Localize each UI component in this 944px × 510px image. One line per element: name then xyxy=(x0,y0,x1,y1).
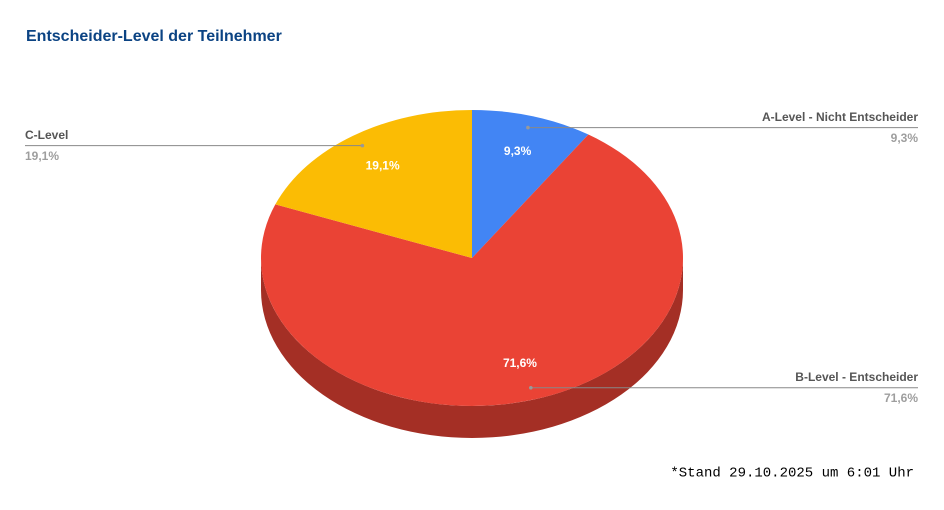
leader-dot xyxy=(529,385,533,390)
leader-dot xyxy=(526,125,530,130)
slice xyxy=(275,110,472,258)
legend-value: 9,3% xyxy=(891,131,919,145)
chart-title: Entscheider-Level der Teilnehmer xyxy=(26,28,282,45)
legend-value: 71,6% xyxy=(884,391,918,405)
legend-name: B-Level - Entscheider xyxy=(795,370,918,384)
slice xyxy=(472,110,589,258)
slice-label: 19,1% xyxy=(366,159,400,173)
slice-side xyxy=(261,258,683,438)
legend-value: 19,1% xyxy=(25,149,59,163)
slice xyxy=(261,134,684,407)
slice-label: 71,6% xyxy=(503,356,537,370)
slice-label: 9,3% xyxy=(504,144,532,158)
footnote: *Stand 29.10.2025 um 6:01 Uhr xyxy=(670,466,914,482)
legend-name: A-Level - Nicht Entscheider xyxy=(762,110,918,124)
leader-dot xyxy=(360,143,365,148)
legend-name: C-Level xyxy=(25,128,68,142)
